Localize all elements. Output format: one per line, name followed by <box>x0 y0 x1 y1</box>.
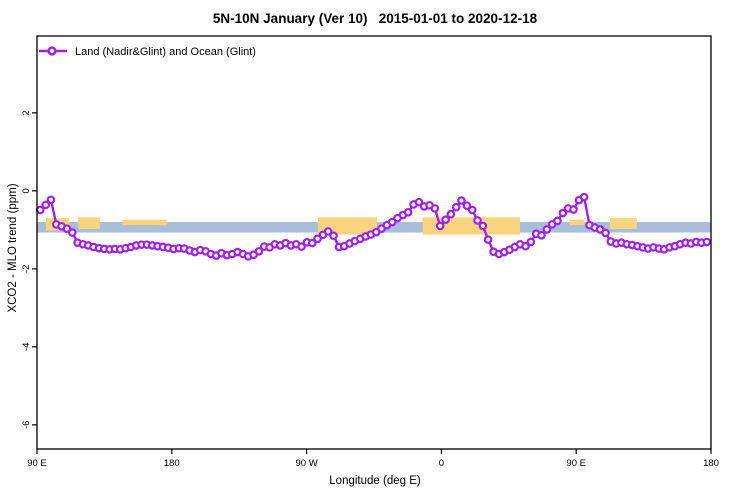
x-axis-title: Longitude (deg E) <box>329 475 421 487</box>
data-point <box>521 241 530 251</box>
data-point <box>537 230 546 240</box>
legend: Land (Nadir&Glint) and Ocean (Glint) <box>39 46 256 58</box>
data-point <box>329 231 338 240</box>
data-point <box>46 195 56 205</box>
x-tick-label: 180 <box>164 458 180 469</box>
data-point <box>297 242 306 251</box>
data-point <box>414 197 424 207</box>
data-point <box>41 200 50 210</box>
data-point <box>462 201 472 210</box>
x-axis-ticks: 90 E 180 90 W 0 90 E 180 <box>27 449 719 469</box>
data-point <box>68 228 77 237</box>
x-tick-label: 90 E <box>566 458 586 469</box>
x-tick-label: 0 <box>439 458 444 469</box>
land-patch <box>569 219 585 226</box>
data-point <box>451 202 461 212</box>
land-patch <box>78 217 100 230</box>
data-point <box>435 221 445 231</box>
data-point <box>601 228 610 238</box>
land-patch <box>609 218 637 230</box>
data-point <box>473 216 482 225</box>
data-point <box>483 235 493 244</box>
map-strip <box>37 217 711 235</box>
data-point <box>553 216 562 226</box>
y-tick-label: 0 <box>21 188 32 193</box>
data-point <box>313 234 322 244</box>
land-patch <box>122 219 168 226</box>
data-point <box>387 217 397 227</box>
x-tick-label: 180 <box>703 458 719 469</box>
data-point <box>457 196 466 205</box>
y-axis-ticks: 2 0 -2 -4 -6 <box>21 110 37 429</box>
y-tick-label: -6 <box>21 421 32 429</box>
data-point <box>446 209 456 219</box>
data-point <box>403 207 413 217</box>
legend-label: Land (Nadir&Glint) and Ocean (Glint) <box>75 46 256 58</box>
data-point <box>702 237 712 247</box>
y-tick-label: 2 <box>21 110 32 115</box>
data-point <box>441 215 450 224</box>
data-point <box>323 227 333 236</box>
x-tick-label: 90 E <box>27 458 47 469</box>
y-tick-label: -4 <box>21 343 32 351</box>
chart-title: 5N-10N January (Ver 10) 2015-01-01 to 20… <box>212 11 538 26</box>
plot-box-border <box>36 35 712 450</box>
data-point <box>307 238 317 248</box>
data-point <box>62 224 72 233</box>
data-point <box>542 225 552 234</box>
data-point <box>579 192 589 202</box>
land-patch <box>317 217 377 235</box>
data-point <box>569 205 578 214</box>
data-point <box>558 208 568 218</box>
data-point <box>254 246 264 256</box>
data-point <box>526 237 536 247</box>
y-axis-title: XCO2 - MLO trend (ppm) <box>7 183 19 313</box>
legend-open-circle-icon <box>47 46 57 56</box>
x-tick-label: 90 W <box>296 458 318 469</box>
data-series <box>35 192 712 261</box>
data-point <box>467 205 477 215</box>
data-point <box>478 221 488 231</box>
y-tick-label: -2 <box>21 265 32 273</box>
data-point <box>430 204 440 213</box>
